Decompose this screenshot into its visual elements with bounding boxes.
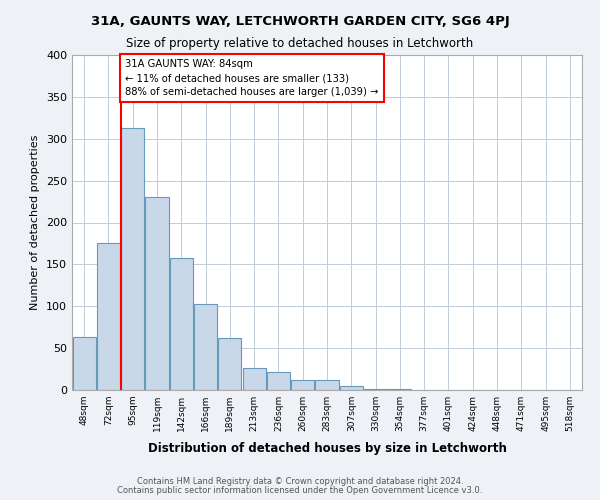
Text: Contains HM Land Registry data © Crown copyright and database right 2024.: Contains HM Land Registry data © Crown c… (137, 477, 463, 486)
Y-axis label: Number of detached properties: Number of detached properties (31, 135, 40, 310)
Bar (145, 198, 169, 390)
Text: Contains public sector information licensed under the Open Government Licence v3: Contains public sector information licen… (118, 486, 482, 495)
Text: 31A, GAUNTS WAY, LETCHWORTH GARDEN CITY, SG6 4PJ: 31A, GAUNTS WAY, LETCHWORTH GARDEN CITY,… (91, 15, 509, 28)
Bar (316, 380, 338, 390)
Text: 31A GAUNTS WAY: 84sqm
← 11% of detached houses are smaller (133)
88% of semi-det: 31A GAUNTS WAY: 84sqm ← 11% of detached … (125, 59, 379, 97)
Bar (364, 389, 387, 390)
Bar (267, 372, 290, 390)
Bar (218, 338, 241, 390)
Bar (291, 380, 314, 390)
Bar (170, 258, 193, 390)
Bar (242, 368, 266, 390)
Bar (121, 128, 144, 390)
Bar (340, 386, 363, 390)
Bar (97, 244, 120, 390)
Bar (73, 337, 95, 390)
Text: Size of property relative to detached houses in Letchworth: Size of property relative to detached ho… (127, 38, 473, 51)
Bar (194, 304, 217, 390)
X-axis label: Distribution of detached houses by size in Letchworth: Distribution of detached houses by size … (148, 442, 506, 456)
Bar (388, 389, 412, 390)
